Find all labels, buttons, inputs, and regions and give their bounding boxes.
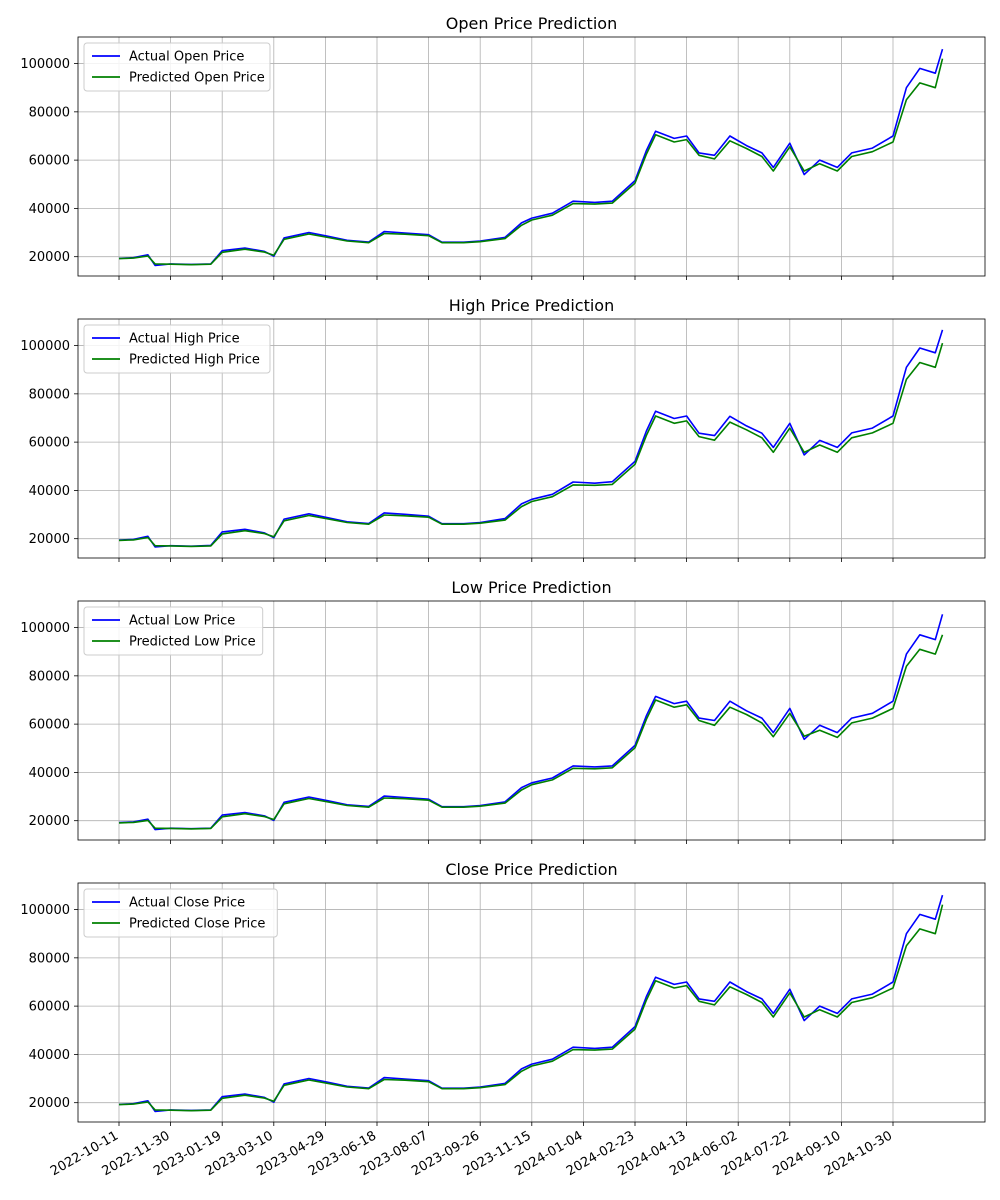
legend-label: Actual High Price <box>129 332 240 347</box>
legend: Actual Open Price Predicted Open Price <box>83 42 271 92</box>
legend-box <box>83 324 271 374</box>
y-tick-label: 60000 <box>29 436 70 451</box>
legend-label: Predicted Close Price <box>129 917 265 932</box>
legend: Actual Close Price Predicted Close Price <box>83 888 278 938</box>
series-line-actual <box>118 894 944 1113</box>
axes-frame <box>77 882 986 1123</box>
y-tick-label: 80000 <box>29 669 70 684</box>
legend-label: Actual Close Price <box>129 896 245 911</box>
y-tick-label: 40000 <box>29 766 70 781</box>
y-tick-label: 40000 <box>29 202 70 217</box>
chart-title: Open Price Prediction <box>446 14 617 33</box>
legend-label: Actual Open Price <box>129 50 244 65</box>
legend-box <box>83 888 278 938</box>
axes-frame <box>77 318 986 559</box>
chart-panel-3: Low Price Prediction 20000 40000 60000 80000… <box>20 578 986 844</box>
series-line-predicted <box>118 58 944 266</box>
series-line-actual <box>118 614 944 831</box>
legend: Actual High Price Predicted High Price <box>83 324 271 374</box>
y-tick-label: 60000 <box>29 718 70 733</box>
y-tick-label: 20000 <box>29 814 70 829</box>
y-tick-label: 40000 <box>29 1048 70 1063</box>
chart-panel-2: High Price Prediction 20000 40000 60000 8000… <box>20 296 986 562</box>
series-line-actual <box>118 329 944 548</box>
axes-frame <box>77 36 986 277</box>
y-tick-label: 60000 <box>29 1000 70 1015</box>
y-tick-label: 80000 <box>29 951 70 966</box>
chart-title: Close Price Prediction <box>445 860 617 879</box>
y-tick-label: 20000 <box>29 532 70 547</box>
legend-label: Actual Low Price <box>129 614 235 629</box>
legend: Actual Low Price Predicted Low Price <box>83 606 264 656</box>
y-tick-label: 40000 <box>29 484 70 499</box>
y-tick-label: 80000 <box>29 387 70 402</box>
legend-box <box>83 606 264 656</box>
y-tick-label: 60000 <box>29 154 70 169</box>
series-line-predicted <box>118 342 944 548</box>
y-tick-label: 100000 <box>20 621 70 636</box>
y-tick-label: 80000 <box>29 105 70 120</box>
legend-label: Predicted Open Price <box>129 71 265 86</box>
chart-title: High Price Prediction <box>449 296 614 315</box>
legend-label: Predicted Low Price <box>129 635 256 650</box>
y-tick-label: 100000 <box>20 57 70 72</box>
y-tick-label: 100000 <box>20 339 70 354</box>
legend-box <box>83 42 271 92</box>
legend-label: Predicted High Price <box>129 353 260 368</box>
chart-title: Low Price Prediction <box>451 578 611 597</box>
y-tick-label: 100000 <box>20 903 70 918</box>
series-line-predicted <box>118 634 944 830</box>
chart-panel-4: Close Price Prediction 20000 40000 60000 800… <box>20 860 986 1179</box>
axes-frame <box>77 600 986 841</box>
chart-panel-1: Open Price Prediction 20000 40000 60000 8000… <box>20 14 986 280</box>
series-line-predicted <box>118 904 944 1112</box>
y-tick-label: 20000 <box>29 250 70 265</box>
series-line-actual <box>118 48 944 267</box>
y-tick-label: 20000 <box>29 1096 70 1111</box>
